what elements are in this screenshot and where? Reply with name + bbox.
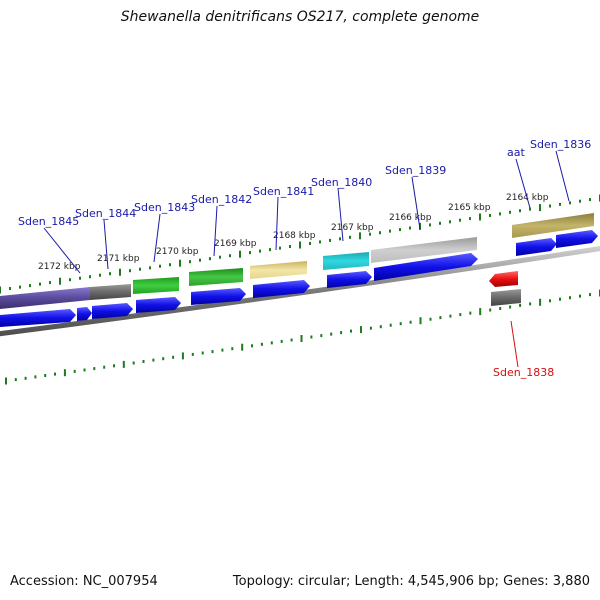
gene-label-sden-1841: Sden_1841 xyxy=(253,185,314,198)
feature-sden-1839 xyxy=(371,237,477,263)
cds-arrow xyxy=(374,253,478,281)
accession-text: Accession: NC_007954 xyxy=(10,574,158,589)
ruler-ticks xyxy=(0,194,600,385)
cds-arrows xyxy=(0,230,598,327)
feature-sden-1843 xyxy=(133,277,179,294)
leader-line xyxy=(275,196,279,251)
genome-summary-text: Topology: circular; Length: 4,545,906 bp… xyxy=(232,574,590,589)
cds-arrow xyxy=(253,280,310,298)
ruler-label: 2170 kbp xyxy=(156,247,199,257)
label-leaders xyxy=(43,150,570,368)
gene-label-sden-1839: Sden_1839 xyxy=(385,164,446,177)
ruler-label: 2172 kbp xyxy=(38,262,81,272)
ruler-label: 2168 kbp xyxy=(273,231,316,241)
gene-label-sden-1842: Sden_1842 xyxy=(191,193,252,206)
ruler-label: 2167 kbp xyxy=(331,223,374,233)
ruler-label: 2169 kbp xyxy=(214,239,257,249)
feature-sden-1840 xyxy=(323,252,369,270)
gene-label-sden-1844: Sden_1844 xyxy=(75,207,136,220)
feature-aat xyxy=(512,213,594,238)
feature-sden-1842 xyxy=(189,268,243,286)
leader-line xyxy=(515,158,531,209)
feature-sden-1838 xyxy=(491,289,521,306)
gene-label-aat: aat xyxy=(507,146,525,159)
ruler-label: 2166 kbp xyxy=(389,213,432,223)
feature-sden-1845 xyxy=(0,287,90,309)
leader-line xyxy=(153,213,161,263)
feature-sden-1841 xyxy=(250,261,307,279)
gene-label-sden-1845: Sden_1845 xyxy=(18,215,79,228)
cds-arrow xyxy=(92,303,133,319)
feature-sden-1844 xyxy=(90,284,131,300)
gene-labels: Sden_1845 Sden_1844 Sden_1843 Sden_1842 … xyxy=(18,138,591,379)
leader-line xyxy=(43,227,81,274)
leader-line xyxy=(510,320,519,368)
leader-line xyxy=(213,205,218,257)
leader-line xyxy=(411,176,421,230)
cds-arrow xyxy=(136,297,181,313)
ruler-label: 2165 kbp xyxy=(448,203,491,213)
gene-label-sden-1838: Sden_1838 xyxy=(493,366,554,379)
cds-arrow xyxy=(556,230,598,248)
map-title: Shewanella denitrificans OS217, complete… xyxy=(120,9,480,25)
leader-line xyxy=(103,219,109,270)
cds-arrow xyxy=(516,238,557,256)
rna-arrow xyxy=(489,271,518,287)
feature-blocks xyxy=(0,213,594,309)
gene-label-sden-1843: Sden_1843 xyxy=(134,201,195,214)
gene-label-sden-1840: Sden_1840 xyxy=(311,176,372,189)
cds-arrow xyxy=(191,288,246,305)
cds-arrow xyxy=(327,271,372,288)
leader-line xyxy=(337,187,344,242)
gene-label-sden-1836: Sden_1836 xyxy=(530,138,591,151)
cds-arrow xyxy=(0,309,76,327)
leader-line xyxy=(555,150,570,202)
ruler-label: 2171 kbp xyxy=(97,254,140,264)
cds-arrow xyxy=(77,307,92,321)
